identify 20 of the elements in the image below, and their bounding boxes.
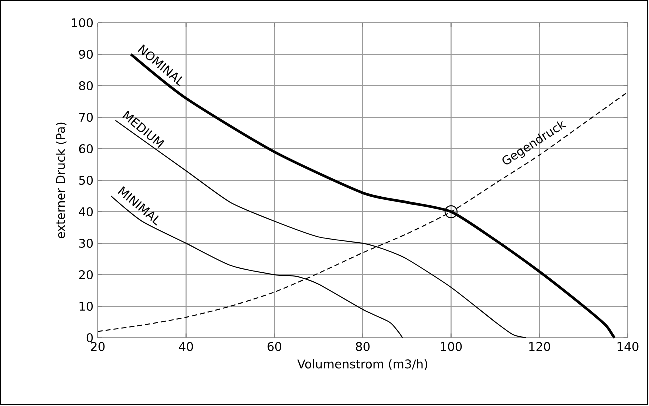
y-axis-title: externer Druck (Pa) [56,122,67,239]
x-tick-label: 120 [530,342,550,352]
y-tick-label: 100 [72,18,94,28]
x-tick-label: 100 [441,342,462,352]
y-tick-label: 20 [79,270,94,280]
y-tick-label: 60 [79,144,94,154]
x-tick-label: 60 [268,342,282,352]
y-tick-label: 40 [79,207,94,217]
y-tick-label: 50 [79,176,94,186]
x-axis-title: Volumenstrom (m3/h) [298,359,428,370]
y-tick-label: 90 [79,50,94,60]
x-tick-label: 20 [91,342,105,352]
x-tick-label: 140 [618,342,639,352]
y-tick-label: 80 [79,81,94,91]
y-tick-label: 10 [80,302,94,312]
x-tick-label: 80 [356,342,370,352]
y-tick-label: 70 [80,112,94,122]
y-tick-label: 30 [79,238,94,248]
x-tick-label: 40 [179,342,194,352]
y-tick-label: 0 [86,333,94,343]
